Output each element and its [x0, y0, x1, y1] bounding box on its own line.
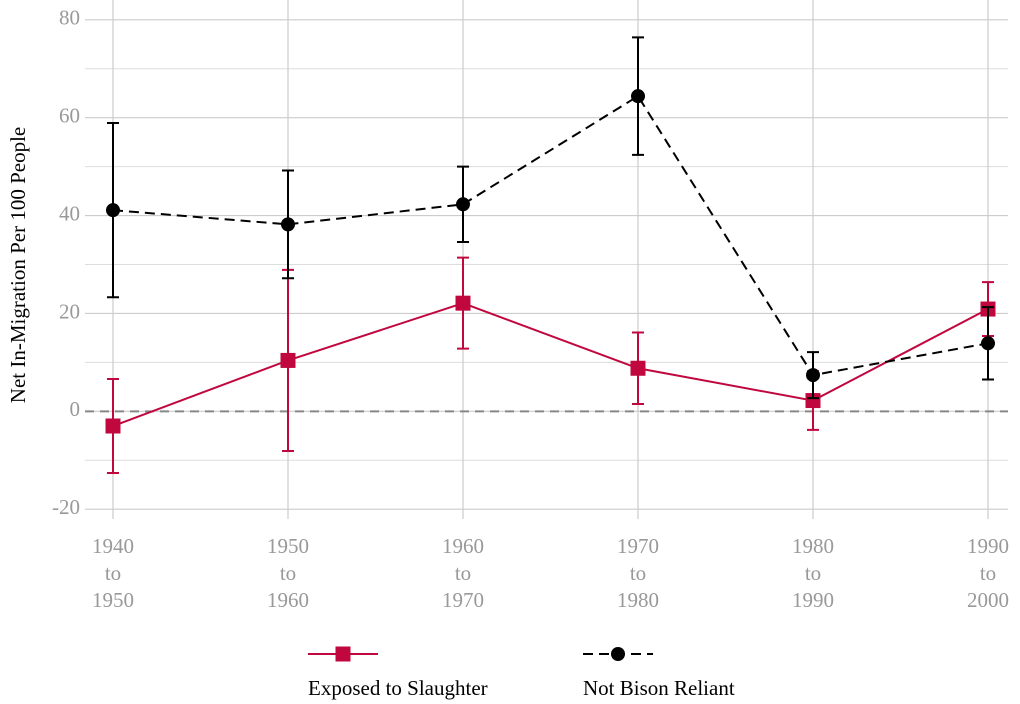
x-tick-label: to	[280, 561, 296, 585]
point	[805, 393, 821, 409]
series-line	[112, 302, 989, 427]
x-tick-label: to	[455, 561, 471, 585]
point	[630, 360, 646, 376]
x-tick-label: 1960	[267, 588, 309, 612]
point	[105, 418, 121, 434]
point	[455, 295, 471, 311]
x-tick-label: 1940	[92, 534, 134, 558]
point	[280, 352, 296, 368]
y-tick-label: 40	[59, 201, 80, 225]
y-tick-label: -20	[52, 495, 80, 519]
legend-marker	[611, 647, 625, 661]
y-tick-label: 80	[59, 6, 80, 30]
x-tick-label: 1980	[617, 588, 659, 612]
point	[456, 197, 470, 212]
y-axis-label: Net In-Migration Per 100 People	[6, 127, 30, 403]
point	[981, 336, 995, 351]
x-tick-label: 1980	[792, 534, 834, 558]
x-tick-label: 1950	[267, 534, 309, 558]
x-tick-label: to	[105, 561, 121, 585]
x-tick-label: 1950	[92, 588, 134, 612]
x-tick-label: 1970	[617, 534, 659, 558]
legend-marker	[335, 646, 351, 662]
y-tick-label: 20	[59, 299, 80, 323]
x-tick-label: 1970	[442, 588, 484, 612]
legend-label: Exposed to Slaughter	[308, 676, 488, 700]
point	[106, 203, 120, 218]
x-tick-label: to	[630, 561, 646, 585]
legend-label: Not Bison Reliant	[583, 676, 735, 700]
x-tick-label: 1990	[967, 534, 1009, 558]
point	[631, 89, 645, 104]
point	[806, 368, 820, 383]
point	[281, 217, 295, 232]
y-tick-label: 60	[59, 103, 80, 127]
series-line	[112, 94, 989, 377]
x-tick-label: to	[980, 561, 996, 585]
x-tick-label: to	[805, 561, 821, 585]
x-tick-label: 2000	[967, 588, 1009, 612]
x-tick-label: 1990	[792, 588, 834, 612]
y-tick-label: 0	[70, 397, 81, 421]
x-tick-label: 1960	[442, 534, 484, 558]
